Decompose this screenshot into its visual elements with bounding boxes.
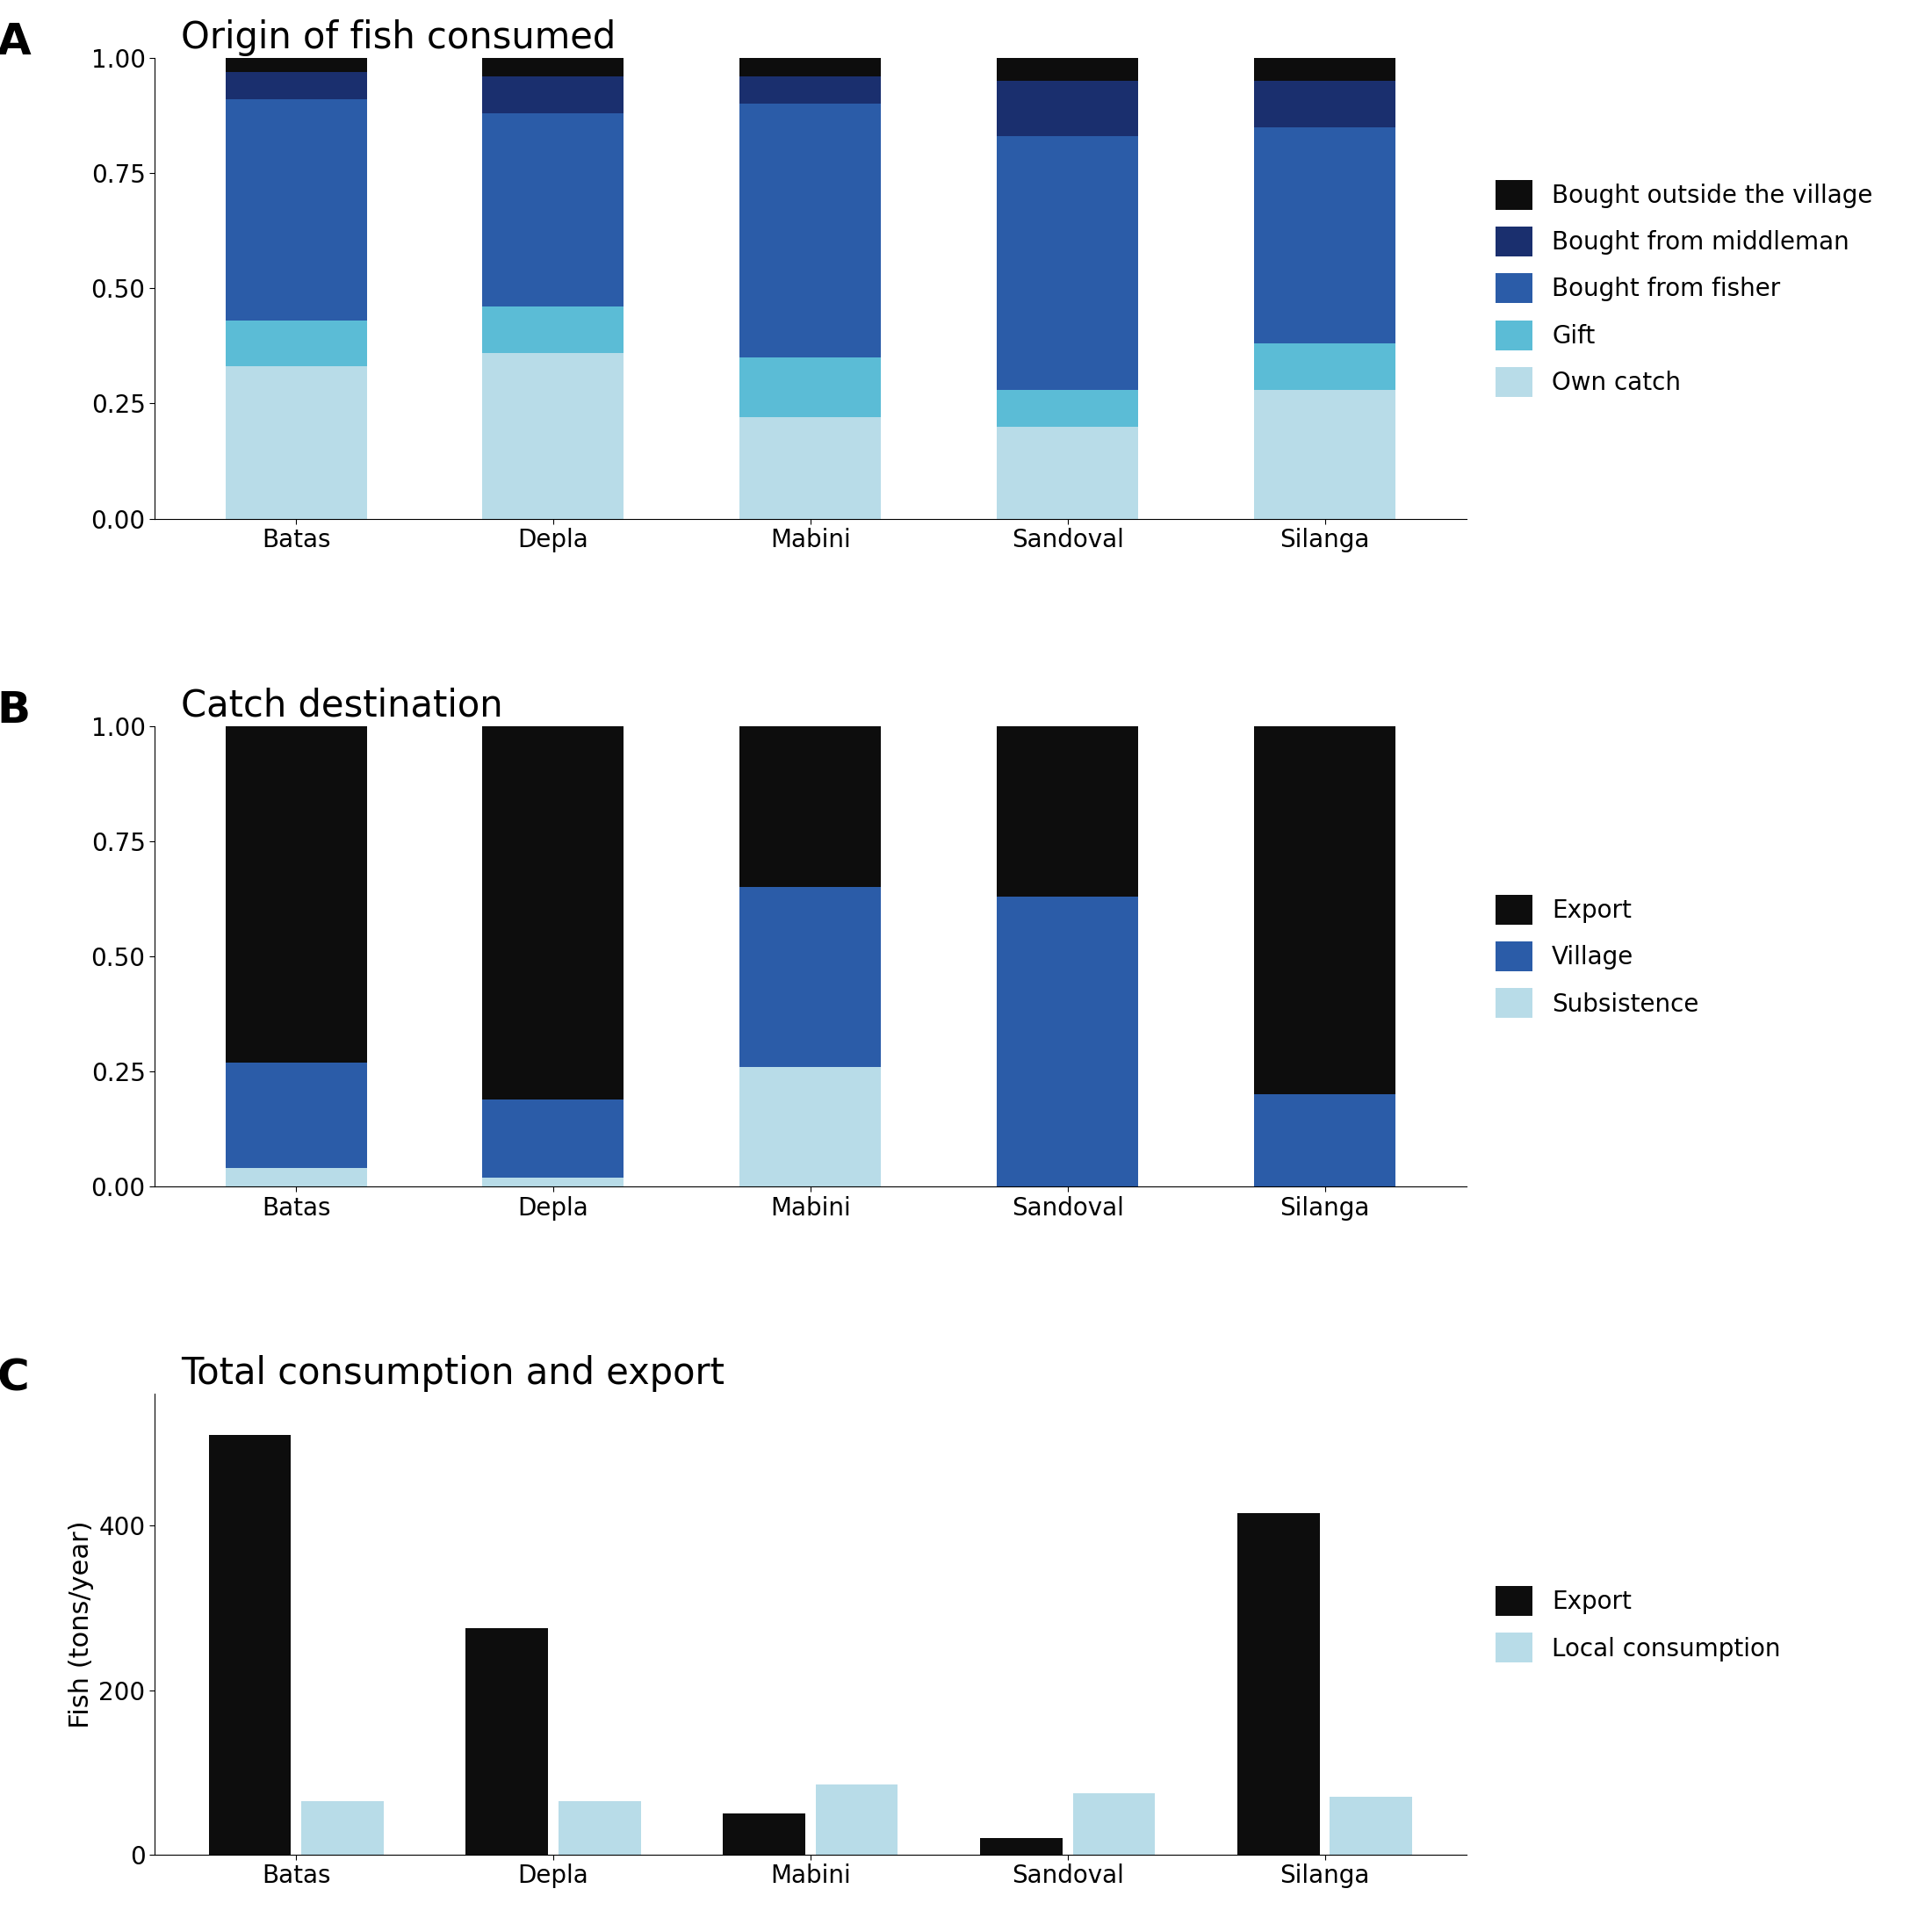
- Legend: Export, Local consumption: Export, Local consumption: [1495, 1586, 1781, 1663]
- Y-axis label: Fish (tons/year): Fish (tons/year): [68, 1520, 95, 1729]
- Bar: [209, 1435, 292, 1855]
- Text: A: A: [0, 21, 31, 64]
- Bar: [483, 354, 624, 518]
- Bar: [1254, 390, 1395, 518]
- Bar: [483, 1177, 624, 1186]
- Bar: [740, 77, 881, 104]
- Bar: [997, 896, 1138, 1186]
- Bar: [226, 71, 367, 99]
- Bar: [226, 321, 367, 367]
- Bar: [483, 58, 624, 77]
- Bar: [301, 1801, 383, 1855]
- Bar: [997, 726, 1138, 896]
- Bar: [740, 104, 881, 357]
- Bar: [740, 357, 881, 417]
- Bar: [980, 1837, 1063, 1855]
- Bar: [483, 77, 624, 114]
- Bar: [558, 1801, 641, 1855]
- Bar: [997, 390, 1138, 427]
- Bar: [997, 137, 1138, 390]
- Bar: [723, 1814, 806, 1855]
- Bar: [483, 114, 624, 307]
- Bar: [740, 1066, 881, 1186]
- Bar: [1254, 726, 1395, 1095]
- Bar: [226, 99, 367, 321]
- Bar: [997, 81, 1138, 137]
- Legend: Bought outside the village, Bought from middleman, Bought from fisher, Gift, Own: Bought outside the village, Bought from …: [1495, 180, 1872, 396]
- Legend: Export, Village, Subsistence: Export, Village, Subsistence: [1495, 895, 1698, 1018]
- Bar: [815, 1785, 898, 1855]
- Bar: [1254, 58, 1395, 81]
- Text: Total consumption and export: Total consumption and export: [182, 1354, 724, 1393]
- Bar: [1254, 1095, 1395, 1186]
- Bar: [740, 417, 881, 518]
- Bar: [1329, 1797, 1412, 1855]
- Bar: [997, 58, 1138, 81]
- Text: B: B: [0, 690, 31, 732]
- Bar: [226, 726, 367, 1063]
- Text: C: C: [0, 1356, 29, 1399]
- Bar: [226, 58, 367, 71]
- Text: Catch destination: Catch destination: [182, 688, 502, 724]
- Bar: [740, 887, 881, 1066]
- Bar: [483, 1099, 624, 1177]
- Bar: [226, 1169, 367, 1186]
- Text: Origin of fish consumed: Origin of fish consumed: [182, 19, 616, 56]
- Bar: [740, 58, 881, 77]
- Bar: [483, 726, 624, 1099]
- Bar: [1254, 344, 1395, 390]
- Bar: [1254, 81, 1395, 128]
- Bar: [226, 1063, 367, 1169]
- Bar: [997, 427, 1138, 518]
- Bar: [483, 307, 624, 354]
- Bar: [1072, 1793, 1155, 1855]
- Bar: [1254, 128, 1395, 344]
- Bar: [740, 726, 881, 887]
- Bar: [466, 1629, 549, 1855]
- Bar: [1236, 1513, 1320, 1855]
- Bar: [226, 367, 367, 518]
